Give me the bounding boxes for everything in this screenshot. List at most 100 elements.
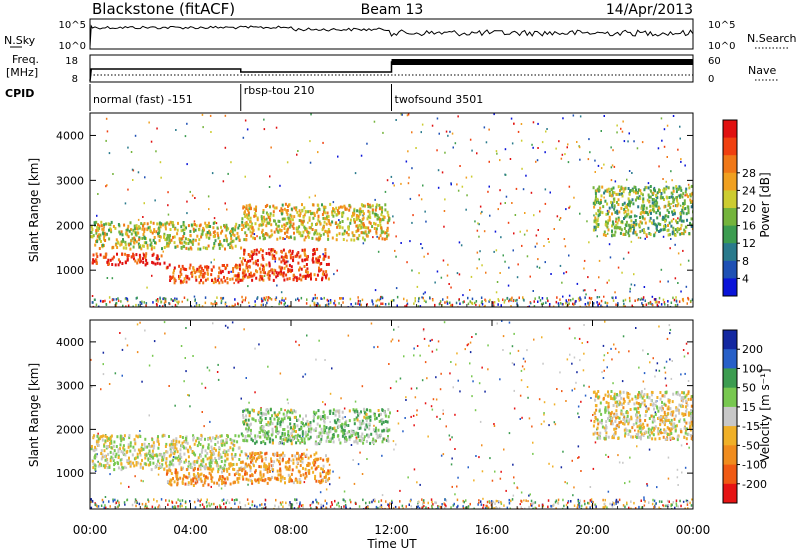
echo-cell [200,450,203,454]
power-colorbar-swatch [723,278,737,297]
echo-cell [285,256,288,260]
echo-cell [686,499,689,503]
echo-cell [227,326,229,329]
echo-cell [476,229,479,232]
echo-cell [665,384,668,387]
echo-cell [242,268,245,272]
echo-cell [175,476,178,480]
echo-cell [384,208,387,212]
echo-cell [660,268,663,271]
echo-cell [217,236,220,240]
echo-cell [146,286,148,289]
echo-cell [192,434,195,438]
echo-cell [387,503,389,506]
echo-cell [568,327,571,330]
echo-cell [529,493,531,496]
echo-cell [256,270,259,274]
echo-cell [317,256,320,260]
echo-cell [142,447,145,451]
echo-cell [561,390,563,393]
echo-cell [635,233,638,237]
echo-cell [179,448,182,452]
echo-cell [350,500,352,504]
echo-cell [379,234,382,238]
echo-cell [501,320,503,322]
echo-cell [211,469,214,473]
echo-cell [222,498,225,501]
echo-cell [538,504,540,507]
echo-cell [242,225,245,229]
echo-cell [509,352,511,355]
echo-cell [249,216,252,220]
echo-cell [326,478,329,482]
echo-cell [416,387,418,390]
echo-cell [127,443,130,447]
echo-cell [135,463,138,467]
echo-cell [206,224,209,227]
echo-cell [562,450,564,453]
echo-cell [179,435,182,438]
echo-cell [674,243,676,246]
echo-cell [98,247,101,250]
echo-cell [257,227,260,231]
echo-cell [532,441,534,444]
echo-cell [615,502,617,505]
echo-cell [568,206,570,209]
echo-cell [680,219,683,223]
echo-cell [184,500,187,503]
echo-cell [254,436,257,440]
echo-cell [226,499,229,502]
echo-cell [165,499,167,502]
echo-cell [120,242,123,246]
echo-cell [111,277,114,280]
echo-cell [211,172,214,175]
echo-cell [275,271,278,275]
echo-cell [241,300,244,304]
echo-cell [419,305,422,307]
echo-cell [490,503,493,507]
echo-cell [218,457,221,460]
echo-cell [93,221,96,225]
echo-cell [217,435,220,439]
echo-cell [537,229,539,231]
echo-cell [235,498,237,501]
echo-cell [594,441,597,444]
echo-cell [322,470,325,473]
echo-cell [682,205,684,209]
echo-cell [253,504,256,508]
echo-cell [343,232,346,236]
echo-cell [207,438,210,441]
echo-cell [381,440,384,444]
echo-cell [98,226,101,230]
echo-cell [377,250,380,253]
echo-cell [683,199,686,203]
echo-cell [184,440,187,444]
echo-cell [231,457,234,461]
echo-cell [276,451,279,455]
echo-cell [356,229,359,233]
echo-cell [298,232,301,236]
echo-cell [131,453,134,457]
echo-cell [374,289,377,292]
echo-cell [97,437,100,441]
echo-cell [162,305,164,307]
echo-cell [632,223,635,227]
echo-cell [167,235,170,239]
echo-cell [580,507,583,509]
echo-cell [170,446,173,450]
echo-cell [307,221,309,224]
echo-cell [593,219,596,223]
echo-cell [638,366,640,369]
echo-cell [283,207,286,211]
echo-cell [320,262,323,265]
echo-cell [276,284,278,287]
echo-cell [120,468,123,472]
echo-cell [636,196,639,200]
echo-cell [109,436,112,440]
echo-cell [466,194,468,197]
echo-cell [588,296,591,300]
echo-cell [154,465,157,469]
echo-cell [278,469,281,473]
echo-cell [442,298,444,301]
echo-cell [657,222,660,226]
